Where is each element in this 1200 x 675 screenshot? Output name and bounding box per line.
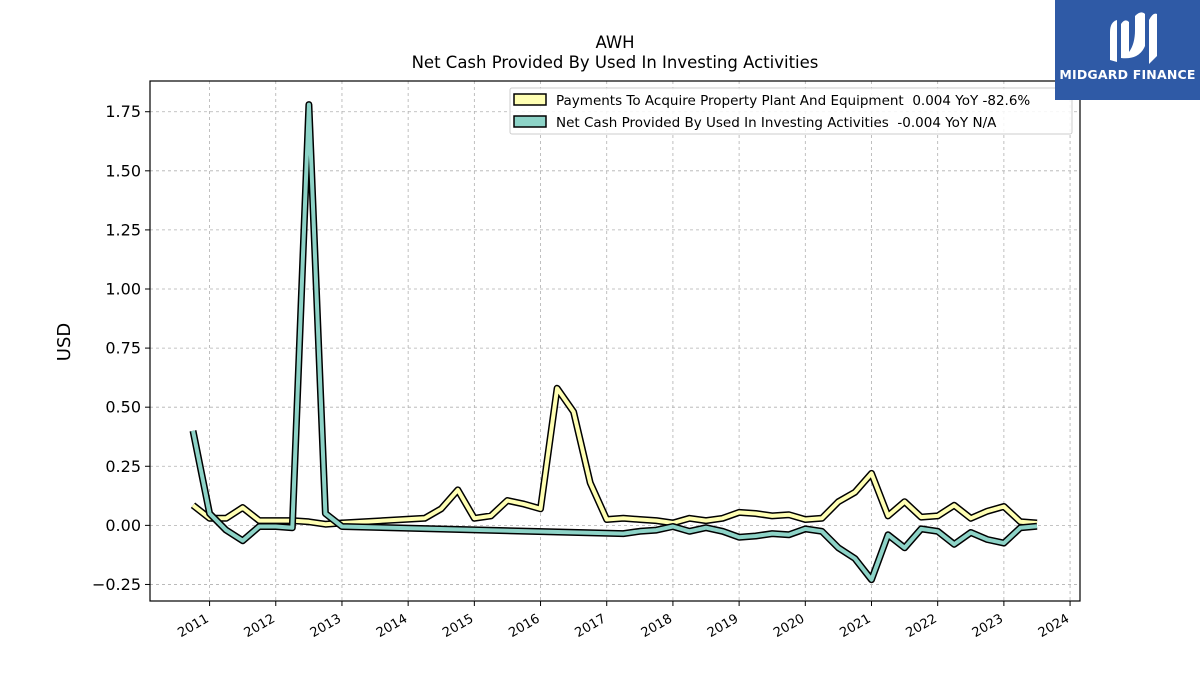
x-tick-label: 2011 <box>175 611 211 641</box>
x-tick-label: 2018 <box>639 611 675 641</box>
y-tick-label: 1.50 <box>105 161 141 180</box>
legend-box <box>509 87 1073 135</box>
y-tick-label: 1.25 <box>105 220 141 239</box>
legend-label-ppe: Payments To Acquire Property Plant And E… <box>556 93 1030 109</box>
legend-swatch-ppe <box>513 93 547 106</box>
series-line-ppe <box>191 386 1038 527</box>
x-tick-label: 2020 <box>771 611 807 641</box>
axes: −0.25 0.00 0.25 0.50 0.75 1.00 1.25 1.50 1.75 201… <box>92 102 1072 641</box>
x-tick-label: 2023 <box>970 611 1006 641</box>
y-tick-label: 0.00 <box>105 516 141 535</box>
x-tick-label: 2015 <box>440 611 476 641</box>
chart-subtitle: Net Cash Provided By Used In Investing A… <box>412 53 819 72</box>
midgard-finance-logo: MIDGARD FINANCE <box>1055 0 1200 100</box>
y-tick-label: 0.75 <box>105 339 141 358</box>
legend-swatch-investing <box>513 115 547 128</box>
x-tick-label: 2019 <box>705 611 741 641</box>
plot-frame <box>149 80 1081 602</box>
x-tick-label: 2017 <box>573 611 609 641</box>
x-tick-label: 2014 <box>374 611 410 641</box>
chart-title: AWH <box>595 33 634 52</box>
x-tick-label: 2021 <box>837 611 873 641</box>
legend: Payments To Acquire Property Plant And E… <box>509 87 1073 135</box>
x-tick-label: 2013 <box>308 611 344 641</box>
y-tick-label: 0.50 <box>105 398 141 417</box>
plot-area <box>189 101 1038 584</box>
x-tick-label: 2016 <box>506 611 542 641</box>
legend-label-investing: Net Cash Provided By Used In Investing A… <box>556 115 997 131</box>
logo-mark-icon <box>1110 12 1157 65</box>
series-line-investing <box>191 102 1038 582</box>
y-tick-label: 1.00 <box>105 280 141 299</box>
y-tick-label: 1.75 <box>105 102 141 121</box>
y-tick-label: 0.25 <box>105 457 141 476</box>
logo-text: MIDGARD FINANCE <box>1059 67 1196 82</box>
x-tick-label: 2022 <box>904 611 940 641</box>
x-tick-label: 2012 <box>242 611 278 641</box>
y-tick-label: −0.25 <box>92 575 141 594</box>
y-axis-label: USD <box>54 323 75 361</box>
x-tick-label: 2024 <box>1036 611 1072 641</box>
